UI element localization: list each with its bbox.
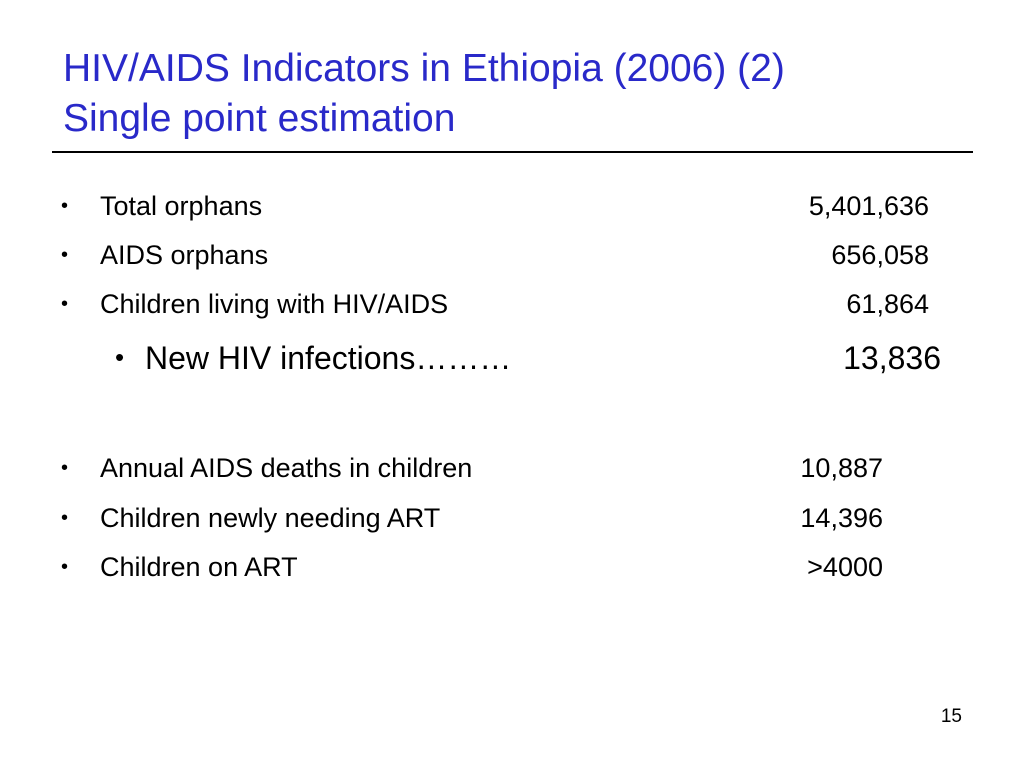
list-item-children-on-art: • Children on ART >4000: [0, 552, 1024, 592]
bullet-icon: •: [61, 457, 69, 479]
list-item-annual-aids-deaths: • Annual AIDS deaths in children 10,887: [0, 453, 1024, 493]
bullet-icon: •: [61, 244, 69, 266]
item-value: >4000: [807, 552, 883, 582]
item-value: 10,887: [800, 453, 883, 483]
slide-title: HIV/AIDS Indicators in Ethiopia (2006) (…: [63, 44, 963, 144]
title-line-1: HIV/AIDS Indicators in Ethiopia (2006) (…: [63, 47, 785, 90]
bullet-icon: •: [115, 342, 125, 372]
item-value: 656,058: [831, 240, 929, 270]
list-item-aids-orphans: • AIDS orphans 656,058: [0, 240, 1024, 280]
list-item-children-needing-art: • Children newly needing ART 14,396: [0, 503, 1024, 543]
list-item-new-hiv-infections: • New HIV infections……… 13,836: [0, 340, 1024, 380]
item-label: Children on ART: [100, 552, 298, 582]
item-label: New HIV infections………: [145, 340, 512, 376]
item-label: Annual AIDS deaths in children: [100, 453, 473, 483]
title-line-2: Single point estimation: [63, 97, 456, 140]
list-item-total-orphans: • Total orphans 5,401,636: [0, 191, 1024, 231]
item-label: Total orphans: [100, 191, 263, 221]
item-value: 5,401,636: [808, 191, 929, 221]
bullet-icon: •: [61, 507, 69, 529]
item-label: Children newly needing ART: [100, 503, 441, 533]
bullet-icon: •: [61, 195, 69, 217]
item-value: 14,396: [800, 503, 883, 533]
title-divider: [52, 151, 973, 153]
item-value: 61,864: [846, 289, 929, 319]
item-label: AIDS orphans: [100, 240, 269, 270]
bullet-icon: •: [61, 556, 69, 578]
item-label: Children living with HIV/AIDS: [100, 289, 449, 319]
bullet-icon: •: [61, 293, 69, 315]
page-number: 15: [940, 706, 962, 727]
list-item-children-living-with-hiv: • Children living with HIV/AIDS 61,864: [0, 289, 1024, 329]
item-value: 13,836: [843, 340, 941, 376]
